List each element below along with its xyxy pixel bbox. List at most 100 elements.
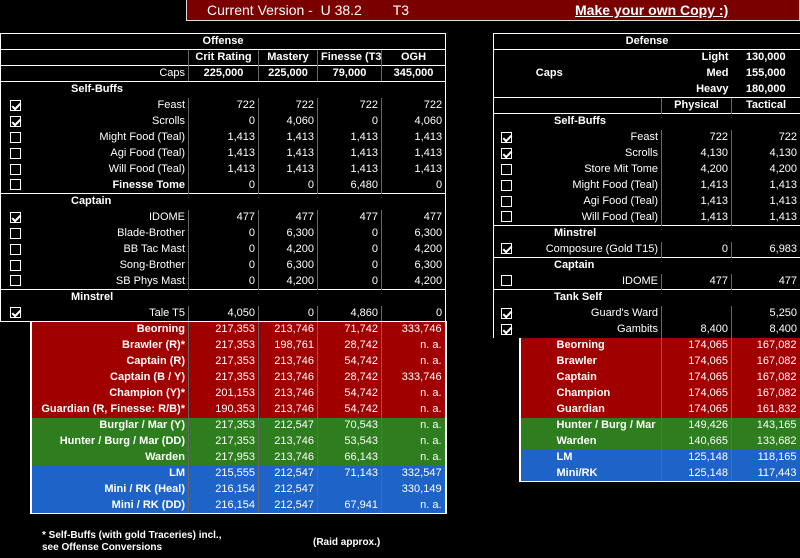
buff-value: 0 [380,177,447,194]
spacer [493,337,520,354]
checkbox[interactable] [501,195,513,207]
buff-value: 1,413 [258,161,318,178]
checkbox[interactable] [501,275,513,287]
class-value: 190,353 [188,401,259,418]
buff-value: 6,480 [317,177,382,194]
class-value: 213,746 [258,449,318,466]
version-label: Current Version - U 38.2 T3 [207,2,410,18]
buff-row: Gambits 8,400 8,400 [493,321,800,338]
class-value: 217,353 [188,433,259,450]
class-row: Guardian (R, Finesse: R/B)* 190,353 213,74… [0,401,447,418]
buff-value: 0 [258,305,318,322]
checkbox[interactable] [10,243,22,255]
class-value: 213,746 [258,433,318,450]
class-row: Champion (Y)* 201,153 213,746 54,742 n. a. [0,385,447,402]
checkbox-cell [0,273,31,290]
class-value: n. a. [380,449,447,466]
class-label: Guardian (R, Finesse: R/B)* [29,401,189,418]
checkbox[interactable] [10,99,22,111]
checkbox[interactable] [10,259,22,271]
class-label: LM [518,449,662,466]
class-value: 167,082 [730,353,800,370]
checkbox[interactable] [10,179,22,191]
checkbox[interactable] [10,131,22,143]
buff-value: 0 [188,225,259,242]
checkbox-cell [493,161,520,178]
class-row: Beorning 217,353 213,746 71,742 333,746 [0,321,447,338]
buff-value: 0 [188,113,259,130]
checkbox[interactable] [10,307,22,319]
checkbox-cell [493,129,520,146]
buff-value: 4,050 [188,305,259,322]
buff-value: 4,060 [380,113,447,130]
class-value: 212,547 [258,481,318,498]
class-row: Captain (R) 217,353 213,746 54,742 n. a. [0,353,447,370]
buff-value: 6,300 [258,225,318,242]
buff-label: Might Food (Teal) [572,179,658,191]
class-value: 54,742 [317,353,382,370]
checkbox[interactable] [10,115,22,127]
class-value: n. a. [380,417,447,434]
buff-value: 6,983 [730,241,800,258]
checkbox[interactable] [501,147,513,159]
raid-note: (Raid approx.) [313,537,381,548]
class-value: 213,746 [258,353,318,370]
make-copy-link[interactable]: Make your own Copy :) [575,2,729,18]
checkbox[interactable] [501,323,513,335]
defense-section-row: Self-Buffs [492,113,800,130]
spacer [0,481,31,498]
class-value: 213,746 [258,321,318,338]
class-value: 167,082 [730,337,800,354]
buff-value: 4,200 [730,161,800,178]
class-row: Mini/RK 125,148 117,443 [493,465,800,482]
checkbox-cell [493,193,520,210]
buff-label: Agi Food (Teal) [583,195,658,207]
checkbox[interactable] [501,243,513,255]
class-value: n. a. [380,353,447,370]
class-value: 217,353 [188,369,259,386]
class-value: 333,746 [380,321,447,338]
class-value: 174,065 [661,353,732,370]
checkbox[interactable] [501,179,513,191]
checkbox[interactable] [501,131,513,143]
buff-row: BB Tac Mast 0 4,200 0 4,200 [0,241,447,258]
buff-value: 1,413 [380,145,447,162]
checkbox-cell [493,241,520,258]
buff-value: 477 [188,209,259,226]
checkbox[interactable] [501,307,513,319]
checkbox[interactable] [10,147,22,159]
buff-row: Will Food (Teal) 1,413 1,413 1,413 1,413 [0,161,447,178]
footnote: * Self-Buffs (with gold Traceries) incl.… [42,530,221,554]
buff-label: Gambits [617,323,658,335]
buff-row: Agi Food (Teal) 1,413 1,413 1,413 1,413 [0,145,447,162]
class-value: 198,761 [258,337,318,354]
checkbox[interactable] [10,163,22,175]
class-value: 333,746 [380,369,447,386]
checkbox[interactable] [501,211,513,223]
class-value: 216,154 [188,481,259,498]
checkbox[interactable] [10,275,22,287]
class-label: Beorning [29,321,189,338]
checkbox[interactable] [10,227,22,239]
buff-row: Scrolls 0 4,060 0 4,060 [0,113,447,130]
spacer [0,321,31,338]
buff-value: 6,300 [380,225,447,242]
checkbox[interactable] [501,163,513,175]
class-row: Captain 174,065 167,082 [493,369,800,386]
offense-section-row: Captain [0,193,447,210]
buff-value [661,305,732,322]
class-value: 217,353 [188,417,259,434]
buff-value: 4,130 [661,145,732,162]
class-value: 161,832 [730,401,800,418]
offense-title-row: Offense [0,33,447,50]
class-row: Hunter / Burg / Mar (DD) 217,353 213,746 53… [0,433,447,450]
buff-value: 8,400 [661,321,732,338]
class-label: Captain (B / Y) [29,369,189,386]
checkbox[interactable] [10,211,22,223]
class-value: 125,148 [661,465,732,482]
buff-value: 1,413 [661,177,732,194]
class-value: 149,426 [661,417,732,434]
class-value: 201,153 [188,385,259,402]
buff-value: 1,413 [730,177,800,194]
defense-section-row: Captain [492,257,800,274]
